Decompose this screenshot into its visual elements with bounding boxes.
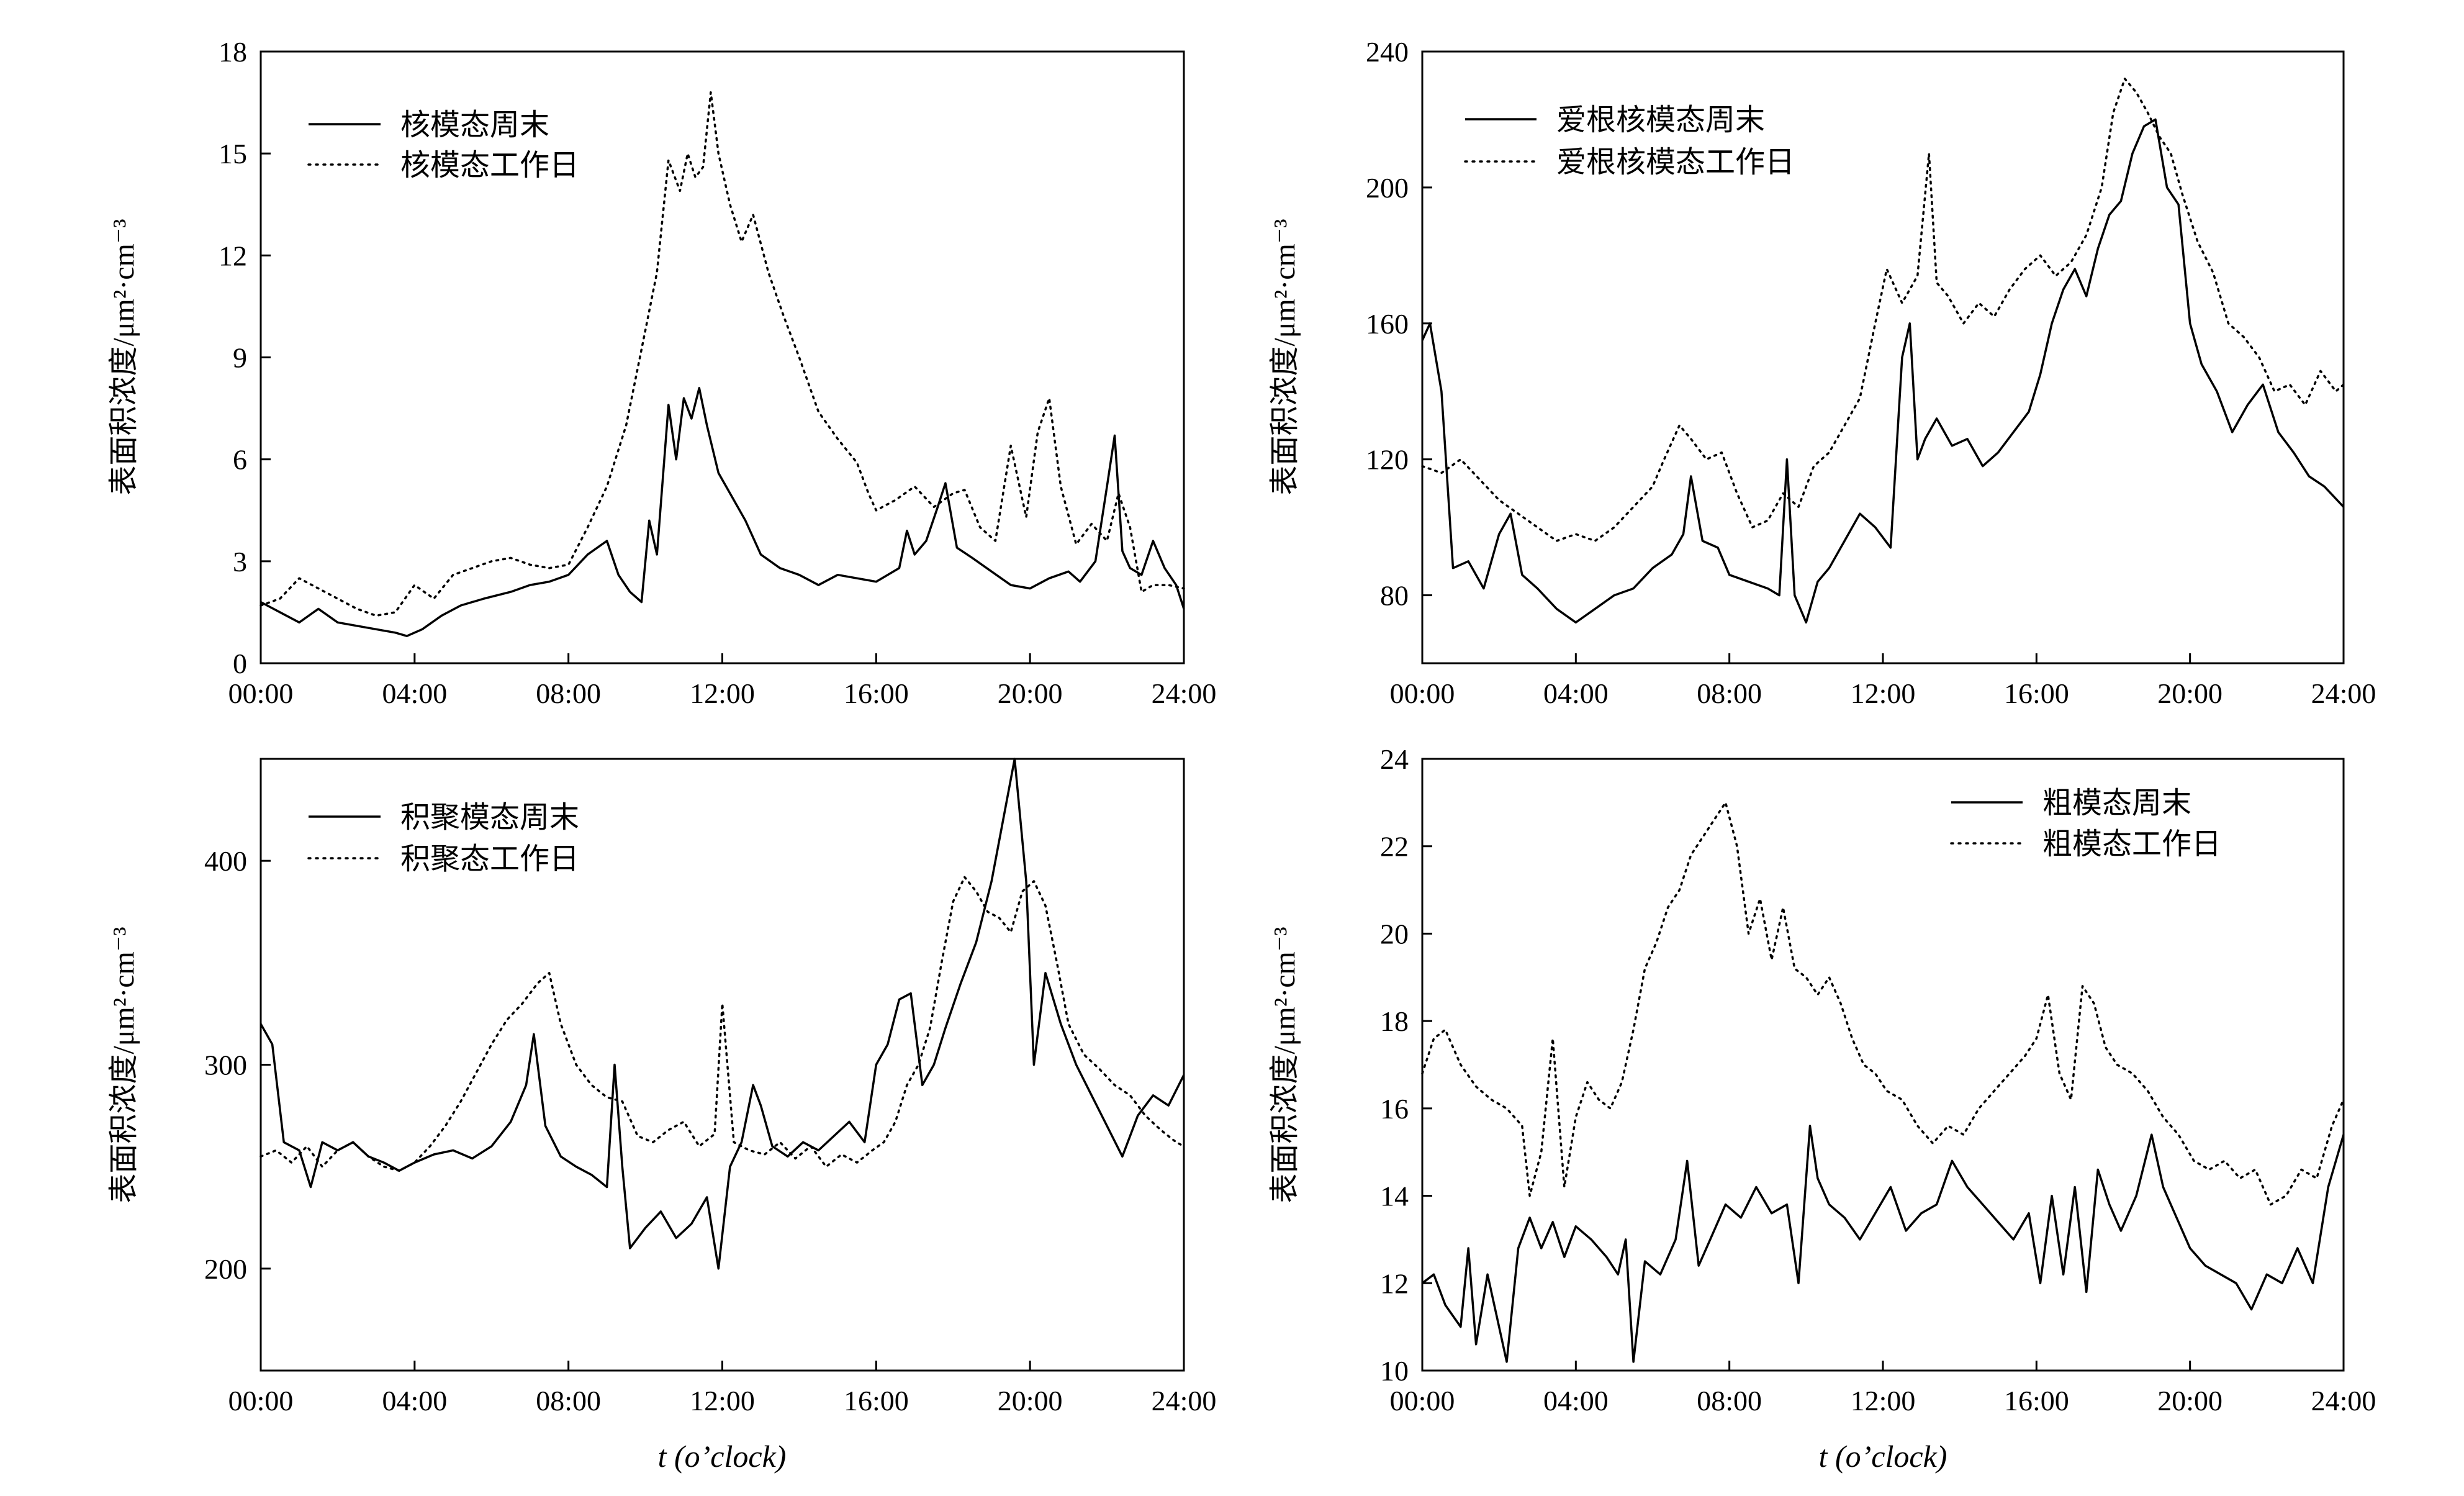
x-tick-label: 08:00 (1697, 678, 1762, 709)
x-tick-label: 00:00 (1390, 1385, 1455, 1417)
y-axis-title: 表面积浓度/μm²·cm⁻³ (107, 219, 140, 495)
y-tick-label: 22 (1380, 831, 1409, 863)
ticks: 00:00 04:00 08:00 12:00 16:00 20:00 24:00 10 12 1… (1380, 743, 2376, 1417)
y-tick-label: 12 (219, 240, 247, 271)
legend-label-workday: 积聚态工作日 (400, 843, 579, 876)
series-lines (1421, 78, 2345, 624)
x-tick-label: 12:00 (690, 678, 755, 709)
series-lines (259, 91, 1185, 637)
chart-top-left: 00:00 04:00 08:00 12:00 16:00 20:00 24:00 0 3 6 9 1… (107, 36, 1216, 709)
x-tick-label: 00:00 (1390, 678, 1455, 709)
plot-frame (259, 758, 1185, 1372)
x-axis-title: t (o’clock) (658, 1439, 787, 1474)
x-axis-title: t (o’clock) (1819, 1439, 1947, 1474)
chart-bottom-left: 00:00 04:00 08:00 12:00 16:00 20:00 24:00 200 30… (107, 758, 1216, 1474)
plot-frame (259, 50, 1185, 664)
series-line-workday (1421, 78, 2345, 542)
y-tick-label: 240 (1366, 36, 1409, 68)
x-tick-label: 24:00 (1152, 678, 1217, 709)
ticks: 00:00 04:00 08:00 12:00 16:00 20:00 24:00 80 120… (1366, 36, 2376, 709)
x-tick-label: 16:00 (844, 1385, 909, 1417)
y-tick-label: 9 (233, 342, 247, 374)
legend: 爱根核模态周末 爱根核模态工作日 (1464, 104, 1795, 179)
y-tick-label: 14 (1380, 1181, 1409, 1212)
series-line-workday (259, 91, 1185, 617)
y-tick-label: 160 (1366, 308, 1409, 340)
x-tick-label: 00:00 (228, 678, 294, 709)
y-tick-label: 20 (1380, 918, 1409, 950)
y-tick-label: 300 (204, 1049, 247, 1081)
legend: 核模态周末 核模态工作日 (307, 109, 579, 182)
y-axis-title: 表面积浓度/μm²·cm⁻³ (1268, 219, 1301, 495)
x-tick-label: 12:00 (690, 1385, 755, 1417)
y-tick-label: 0 (233, 648, 247, 679)
y-tick-label: 18 (219, 36, 247, 68)
x-tick-label: 04:00 (1543, 1385, 1609, 1417)
ticks: 00:00 04:00 08:00 12:00 16:00 20:00 24:00 200 30… (204, 845, 1216, 1417)
x-tick-label: 04:00 (1543, 678, 1609, 709)
legend-label-weekend: 核模态周末 (400, 109, 549, 142)
x-tick-label: 20:00 (998, 678, 1063, 709)
x-tick-label: 24:00 (2311, 678, 2376, 709)
series-line-weekend (260, 387, 1185, 637)
y-tick-label: 200 (1366, 172, 1409, 204)
legend-label-workday: 爱根核模态工作日 (1556, 146, 1795, 179)
y-tick-label: 18 (1380, 1005, 1409, 1037)
x-tick-label: 16:00 (2004, 678, 2069, 709)
legend-label-weekend: 积聚模态周末 (400, 801, 579, 834)
series-line-workday (259, 876, 1185, 1172)
x-tick-label: 00:00 (228, 1385, 294, 1417)
legend: 积聚模态周末 积聚态工作日 (307, 801, 579, 876)
x-tick-label: 16:00 (844, 678, 909, 709)
y-tick-label: 10 (1380, 1355, 1409, 1387)
x-tick-label: 12:00 (1851, 1385, 1916, 1417)
x-tick-label: 24:00 (1152, 1385, 1217, 1417)
legend-label-weekend: 粗模态周末 (2042, 787, 2191, 820)
y-tick-label: 16 (1380, 1093, 1409, 1125)
y-tick-label: 200 (204, 1253, 247, 1285)
x-tick-label: 08:00 (536, 678, 601, 709)
x-tick-label: 12:00 (1851, 678, 1916, 709)
ticks: 00:00 04:00 08:00 12:00 16:00 20:00 24:00 0 3 6 9 1… (219, 36, 1216, 709)
x-tick-label: 20:00 (998, 1385, 1063, 1417)
x-tick-label: 08:00 (1697, 1385, 1762, 1417)
y-tick-label: 24 (1380, 743, 1409, 775)
series-line-weekend (259, 758, 1185, 1270)
legend-label-workday: 粗模态工作日 (2042, 828, 2221, 861)
series-lines (1421, 801, 2345, 1363)
series-lines (259, 758, 1185, 1270)
y-axis-title: 表面积浓度/μm²·cm⁻³ (1268, 927, 1301, 1203)
y-tick-label: 80 (1380, 580, 1409, 612)
x-tick-label: 20:00 (2157, 678, 2223, 709)
y-tick-label: 6 (233, 444, 247, 476)
series-line-workday (1421, 801, 2345, 1206)
y-axis-title: 表面积浓度/μm²·cm⁻³ (107, 927, 140, 1203)
x-tick-label: 08:00 (536, 1385, 601, 1417)
chart-top-right: 00:00 04:00 08:00 12:00 16:00 20:00 24:00 80 120… (1268, 36, 2376, 709)
series-line-weekend (1421, 118, 2345, 624)
y-tick-label: 3 (233, 546, 247, 578)
legend-label-workday: 核模态工作日 (400, 149, 579, 182)
y-tick-label: 400 (204, 845, 247, 877)
x-tick-label: 24:00 (2311, 1385, 2376, 1417)
legend-label-weekend: 爱根核模态周末 (1556, 104, 1765, 137)
y-tick-label: 120 (1366, 444, 1409, 476)
series-line-weekend (1421, 1125, 2345, 1363)
legend: 粗模态周末 粗模态工作日 (1950, 787, 2221, 861)
x-tick-label: 04:00 (382, 678, 447, 709)
y-tick-label: 12 (1380, 1267, 1409, 1299)
plot-frame (1421, 50, 2345, 664)
x-tick-label: 04:00 (382, 1385, 447, 1417)
y-tick-label: 15 (219, 138, 247, 170)
x-tick-label: 16:00 (2004, 1385, 2069, 1417)
chart-bottom-right: 00:00 04:00 08:00 12:00 16:00 20:00 24:00 10 12 1… (1268, 743, 2376, 1474)
x-tick-label: 20:00 (2157, 1385, 2223, 1417)
